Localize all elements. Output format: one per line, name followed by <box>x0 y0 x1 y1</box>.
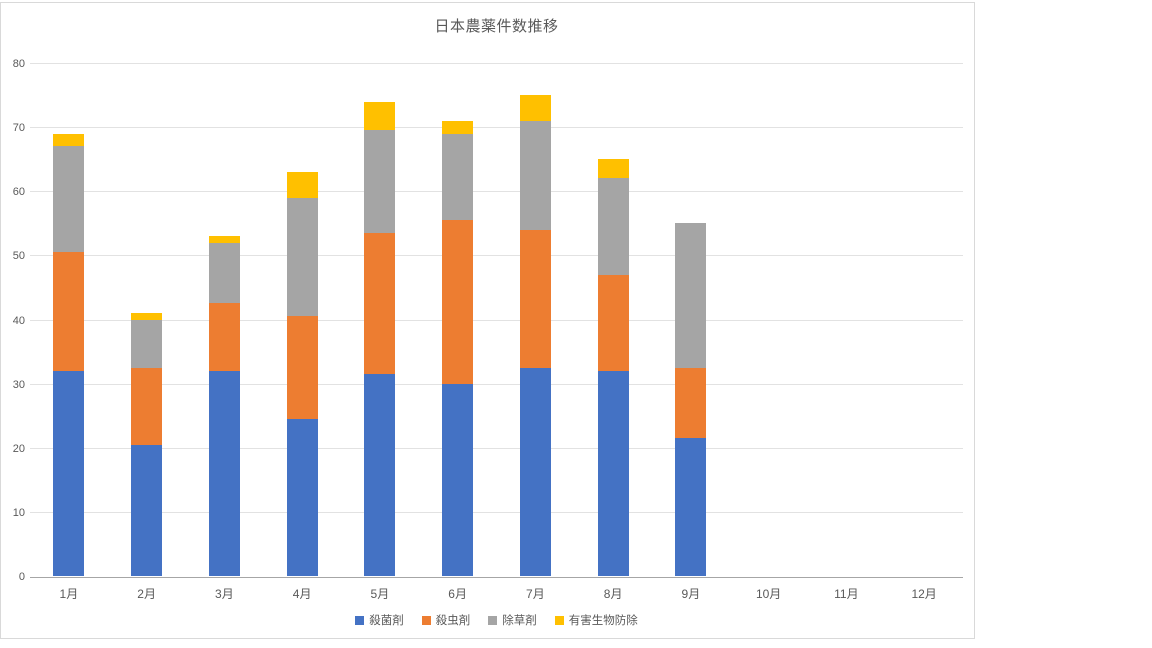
chart-title: 日本農薬件数推移 <box>434 18 559 35</box>
legend-marker-icon <box>421 615 431 625</box>
bar-segment-有害生物防除[interactable] <box>519 95 551 121</box>
bar-stack-1月 <box>53 133 85 576</box>
legend-label: 有害生物防除 <box>568 615 638 627</box>
bar-segment-殺菌剤[interactable] <box>442 383 474 576</box>
bar-segment-殺菌剤[interactable] <box>53 370 85 576</box>
y-tick-label: 50 <box>12 250 25 263</box>
bar-segment-除草剤[interactable] <box>597 178 629 275</box>
y-tick-label: 80 <box>12 58 25 70</box>
bar-stack-7月 <box>519 95 551 576</box>
bar-segment-有害生物防除[interactable] <box>53 133 85 147</box>
bar-segment-殺虫剤[interactable] <box>364 232 396 375</box>
y-tick-label: 60 <box>12 186 25 199</box>
bar-segment-殺虫剤[interactable] <box>53 252 85 371</box>
bar-segment-除草剤[interactable] <box>675 223 707 368</box>
gridline <box>30 511 963 513</box>
x-tick-label: 2月 <box>137 587 156 601</box>
x-tick-label: 9月 <box>681 587 701 601</box>
bar-segment-殺菌剤[interactable] <box>519 367 551 576</box>
bar-segment-殺虫剤[interactable] <box>442 220 474 384</box>
legend-label: 殺虫剤 <box>435 615 471 627</box>
bar-stack-6月 <box>442 120 474 576</box>
x-tick-label: 1月 <box>59 587 79 601</box>
bar-stack-3月 <box>208 236 240 576</box>
bar-segment-殺菌剤[interactable] <box>364 374 396 576</box>
bar-segment-有害生物防除[interactable] <box>208 236 240 243</box>
x-tick-label: 7月 <box>526 587 545 601</box>
bar-segment-有害生物防除[interactable] <box>364 101 396 131</box>
x-tick-label: 12月 <box>911 587 937 601</box>
bar-segment-殺虫剤[interactable] <box>597 274 629 371</box>
chart-object[interactable]: 日本農薬件数推移 0 10 20 30 40 50 60 70 80 1月 2月 3月 4月 5月 6月 7… <box>0 2 975 639</box>
y-tick-label: 20 <box>12 442 25 455</box>
bar-segment-殺菌剤[interactable] <box>597 370 629 576</box>
legend-marker-icon <box>355 615 365 625</box>
plot-area <box>30 63 963 578</box>
bar-segment-除草剤[interactable] <box>131 319 163 368</box>
gridline <box>30 447 963 449</box>
legend-item-除草剤[interactable]: 除草剤 <box>488 612 537 628</box>
bar-segment-除草剤[interactable] <box>442 133 474 221</box>
bar-segment-除草剤[interactable] <box>519 120 551 230</box>
gridline <box>30 319 963 321</box>
bar-segment-殺菌剤[interactable] <box>286 418 318 576</box>
y-tick-label: 30 <box>12 378 25 391</box>
bar-stack-2月 <box>131 313 163 576</box>
bar-segment-除草剤[interactable] <box>364 130 396 233</box>
x-axis-line <box>30 577 963 578</box>
bar-stack-4月 <box>286 172 318 576</box>
gridline <box>30 255 963 257</box>
legend-item-殺菌剤[interactable]: 殺菌剤 <box>355 612 404 628</box>
x-tick-label: 10月 <box>755 587 782 601</box>
bar-segment-殺虫剤[interactable] <box>286 316 318 419</box>
x-tick-label: 11月 <box>834 587 859 601</box>
bar-segment-殺菌剤[interactable] <box>675 438 707 576</box>
y-tick-label: 40 <box>12 314 25 327</box>
bar-segment-殺虫剤[interactable] <box>208 303 240 371</box>
y-tick-label: 10 <box>12 506 25 519</box>
y-tick-label: 70 <box>12 122 25 135</box>
gridline <box>30 127 963 129</box>
x-tick-label: 5月 <box>370 587 390 601</box>
bar-segment-有害生物防除[interactable] <box>131 313 163 320</box>
bar-stack-9月 <box>675 223 707 576</box>
x-tick-label: 4月 <box>292 587 312 601</box>
bar-segment-除草剤[interactable] <box>53 146 85 253</box>
bar-segment-有害生物防除[interactable] <box>442 120 474 134</box>
y-tick-label: 0 <box>18 571 25 583</box>
legend-marker-icon <box>488 615 498 625</box>
bar-segment-殺菌剤[interactable] <box>131 444 163 576</box>
bar-stack-5月 <box>364 101 396 576</box>
legend-item-殺虫剤[interactable]: 殺虫剤 <box>421 612 471 628</box>
legend-item-有害生物防除[interactable]: 有害生物防除 <box>554 612 638 628</box>
legend-marker-icon <box>554 615 564 625</box>
bar-segment-殺虫剤[interactable] <box>675 367 707 439</box>
bar-segment-有害生物防除[interactable] <box>286 172 318 198</box>
bar-segment-有害生物防除[interactable] <box>597 159 629 179</box>
gridline <box>30 191 963 193</box>
legend-label: 除草剤 <box>502 615 537 627</box>
bar-segment-殺菌剤[interactable] <box>208 370 240 576</box>
bar-segment-殺虫剤[interactable] <box>519 229 551 368</box>
bar-segment-除草剤[interactable] <box>286 197 318 317</box>
x-tick-label: 3月 <box>215 587 234 601</box>
legend-label: 殺菌剤 <box>369 615 404 627</box>
bar-segment-除草剤[interactable] <box>208 242 240 304</box>
gridline <box>30 63 963 64</box>
chart-legend: 殺菌剤 殺虫剤 除草剤 有害生物防除 <box>30 612 963 628</box>
bar-segment-殺虫剤[interactable] <box>131 367 163 445</box>
x-tick-label: 6月 <box>448 587 467 601</box>
x-tick-label: 8月 <box>603 587 623 601</box>
gridline <box>30 383 963 385</box>
bar-stack-8月 <box>597 159 629 576</box>
